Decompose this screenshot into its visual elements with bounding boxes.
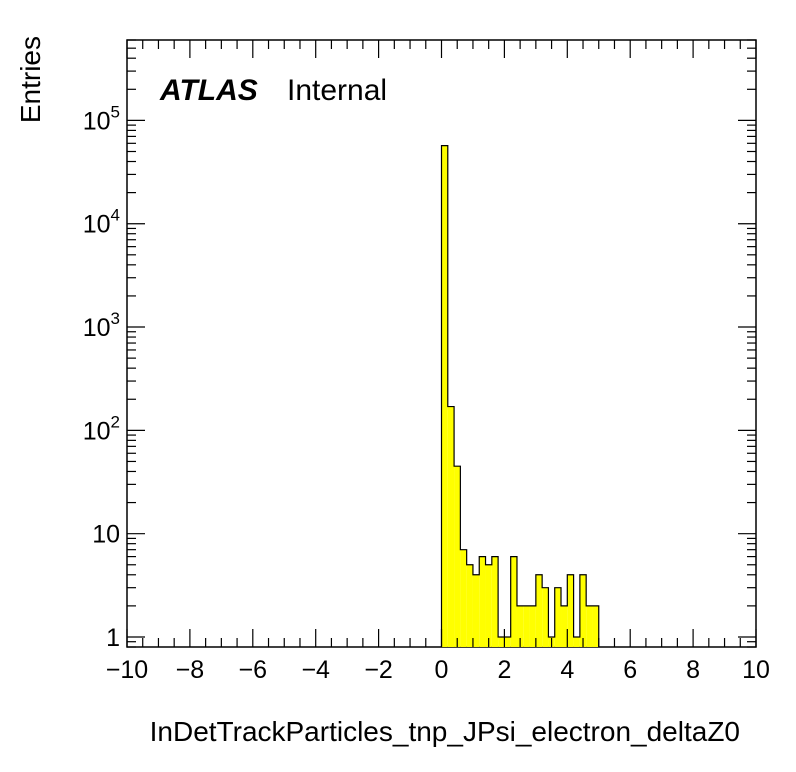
x-tick-labels: −10 −8 −6 −4 −2 0 2 4 6 8 10 — [106, 656, 770, 684]
histogram-bin — [523, 605, 530, 647]
x-tick-label: 4 — [560, 656, 574, 684]
histogram-bin — [454, 466, 461, 647]
x-tick-label: 8 — [686, 656, 700, 684]
histogram-bin — [554, 587, 562, 647]
histogram-bars — [440, 145, 600, 647]
histogram-bin — [592, 605, 599, 647]
histogram-bin — [567, 574, 574, 647]
y-tick-label: 10 — [92, 521, 120, 549]
histogram-bin — [491, 556, 499, 647]
histogram-bin — [510, 556, 517, 647]
histogram-bin — [441, 145, 448, 647]
axis-ticks — [126, 39, 757, 648]
x-tick-label: −6 — [239, 656, 268, 684]
y-tick-label: 102 — [83, 412, 120, 445]
histogram-bin — [485, 564, 492, 647]
y-tick-label: 1 — [106, 624, 120, 652]
x-tick-label: −10 — [106, 656, 148, 684]
y-axis-title: Entries — [15, 36, 46, 123]
y-tick-label: 104 — [83, 206, 120, 239]
x-tick-label: 0 — [435, 656, 449, 684]
x-tick-label: −2 — [364, 656, 393, 684]
atlas-label: ATLAS — [159, 74, 258, 107]
histogram-bin — [504, 636, 511, 647]
x-tick-label: 6 — [623, 656, 637, 684]
histogram-bin — [479, 556, 486, 647]
x-tick-label: −4 — [301, 656, 330, 684]
histogram-bin — [516, 605, 524, 647]
y-tick-label: 105 — [83, 102, 120, 135]
histogram-bin — [535, 574, 543, 647]
histogram-bin — [542, 587, 549, 647]
histogram-bin — [529, 605, 536, 647]
histogram-bin — [460, 549, 467, 647]
histogram-bin — [573, 636, 580, 647]
histogram-bin — [466, 564, 473, 647]
histogram-bin — [472, 574, 480, 647]
y-tick-label: 103 — [83, 309, 120, 342]
histogram-bin — [561, 605, 568, 647]
internal-label: Internal — [287, 74, 387, 107]
x-axis-title: InDetTrackParticles_tnp_JPsi_electron_de… — [150, 716, 740, 747]
histogram-outline — [440, 145, 600, 647]
histogram-bin — [447, 406, 455, 647]
x-tick-label: −8 — [176, 656, 205, 684]
y-tick-labels: 1 10 102 103 104 105 — [83, 102, 120, 652]
x-tick-label: 2 — [497, 656, 511, 684]
x-tick-label: 10 — [742, 656, 770, 684]
histogram-bin — [579, 574, 587, 647]
histogram-bin — [586, 605, 593, 647]
histogram-bin — [498, 636, 505, 647]
